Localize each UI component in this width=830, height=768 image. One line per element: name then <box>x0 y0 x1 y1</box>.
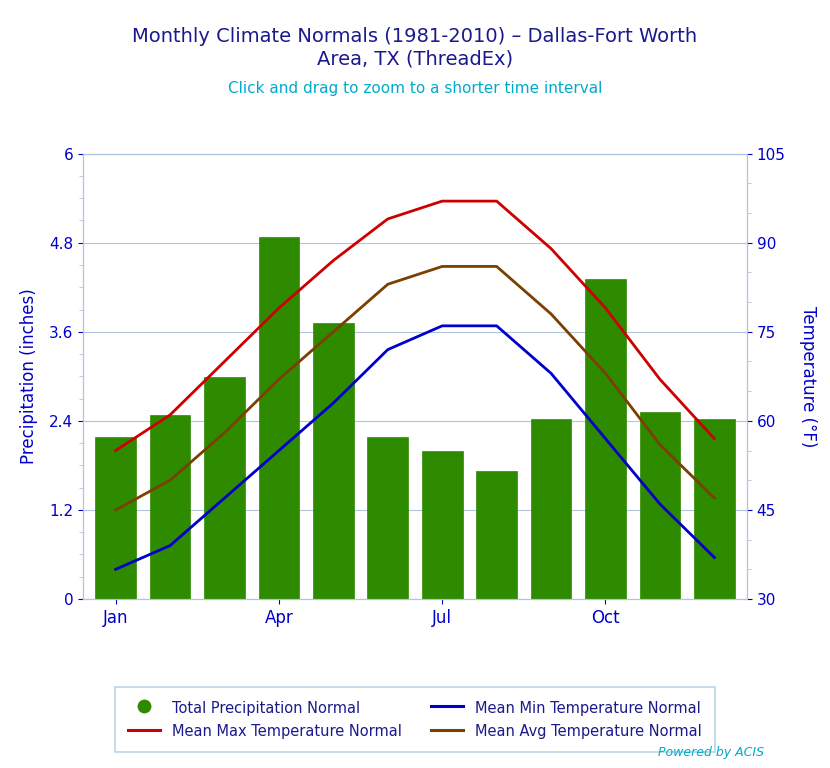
Text: Area, TX (ThreadEx): Area, TX (ThreadEx) <box>317 50 513 69</box>
Y-axis label: Temperature (°F): Temperature (°F) <box>799 306 818 447</box>
Bar <box>258 237 300 599</box>
Bar <box>422 452 462 599</box>
Text: Click and drag to zoom to a shorter time interval: Click and drag to zoom to a shorter time… <box>227 81 603 96</box>
Y-axis label: Precipitation (inches): Precipitation (inches) <box>20 289 38 464</box>
Bar <box>476 472 517 599</box>
Bar <box>149 415 191 599</box>
Text: Powered by ACIS: Powered by ACIS <box>657 746 764 759</box>
Bar <box>530 419 572 599</box>
Bar <box>313 323 354 599</box>
Bar <box>95 437 136 599</box>
Legend: Total Precipitation Normal, Mean Max Temperature Normal, Mean Min Temperature No: Total Precipitation Normal, Mean Max Tem… <box>115 687 715 752</box>
Bar <box>585 279 626 599</box>
Bar <box>694 419 735 599</box>
Bar <box>204 377 245 599</box>
Bar <box>368 437 408 599</box>
Text: Monthly Climate Normals (1981-2010) – Dallas-Fort Worth: Monthly Climate Normals (1981-2010) – Da… <box>133 27 697 46</box>
Bar <box>639 412 681 599</box>
